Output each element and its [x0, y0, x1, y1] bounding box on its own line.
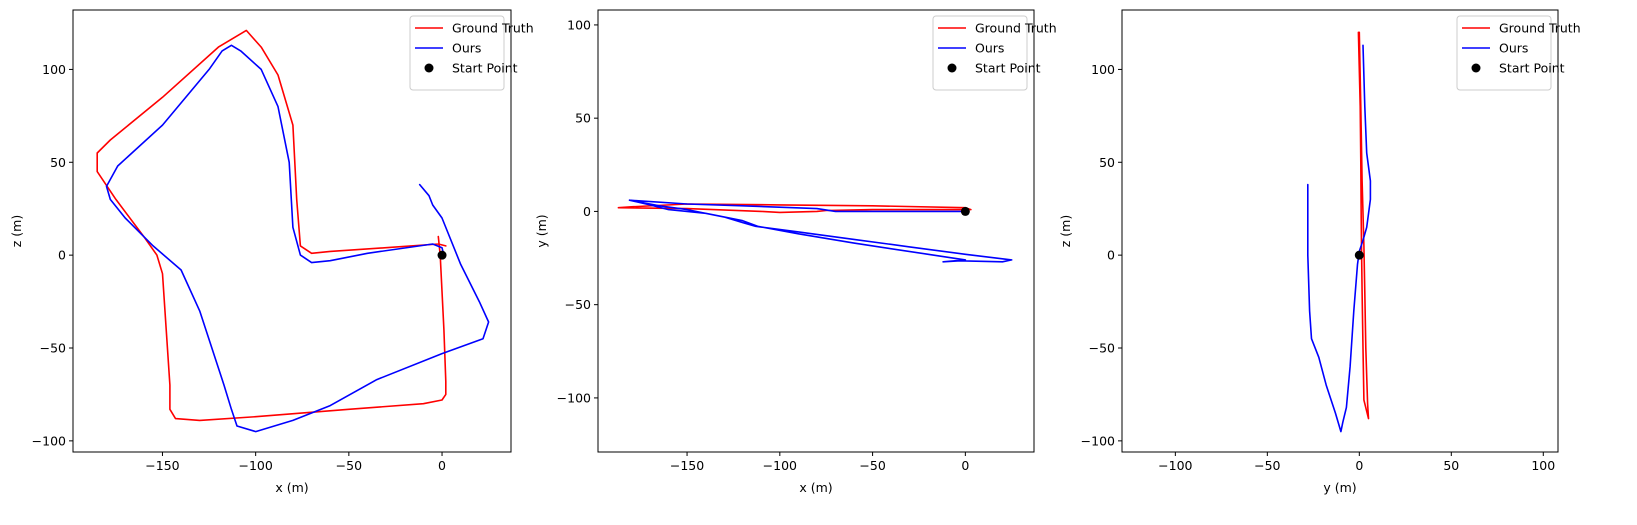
- axes-frame: [72, 9, 512, 453]
- chart-panel-1: −150 −100 −50 0 −100 −50 0 50 100 x (m) z (m) Groun…: [9, 9, 534, 495]
- x-tick-label: −50: [859, 458, 885, 473]
- x-tick-label: −50: [1254, 458, 1280, 473]
- x-tick-label: −100: [1158, 458, 1192, 473]
- axes-frame: [1121, 9, 1559, 453]
- legend-marker: [424, 63, 434, 73]
- legend-label: Start Point: [975, 61, 1041, 76]
- y-tick-label: 0: [1107, 248, 1115, 263]
- legend-box: [932, 15, 1028, 91]
- start-point-marker: [960, 206, 970, 216]
- series-line-ground-truth: [96, 29, 447, 422]
- series-line-ground-truth: [617, 203, 972, 214]
- y-axis-label: y (m): [534, 214, 549, 247]
- legend-box: [1456, 15, 1552, 91]
- x-tick-label: 0: [1355, 458, 1363, 473]
- series-line-ours: [1307, 44, 1372, 433]
- x-tick-label: 100: [1531, 458, 1555, 473]
- y-tick-label: 100: [1091, 62, 1115, 77]
- axes-frame: [597, 9, 1035, 453]
- legend-label: Ground Truth: [975, 21, 1057, 36]
- y-tick-label: −100: [1081, 433, 1115, 448]
- series-line-ours: [105, 44, 490, 433]
- x-tick-label: −100: [763, 458, 797, 473]
- legend-label: Start Point: [452, 61, 518, 76]
- x-tick-label: −50: [336, 458, 362, 473]
- chart-panel-2: −150 −100 −50 0 −100 −50 0 50 100 x (m) y (m) Groun…: [534, 9, 1057, 495]
- legend: Ground Truth Ours Start Point: [932, 15, 1057, 91]
- y-axis-label: z (m): [9, 215, 24, 247]
- legend: Ground Truth Ours Start Point: [409, 15, 534, 91]
- x-axis-label: y (m): [1323, 480, 1356, 495]
- x-tick-label: −150: [145, 458, 179, 473]
- x-tick-label: 50: [1443, 458, 1459, 473]
- y-tick-label: −100: [557, 390, 591, 405]
- start-point-marker: [437, 250, 447, 260]
- y-axis-label: z (m): [1058, 215, 1073, 247]
- legend-label: Ours: [452, 41, 481, 56]
- legend-marker: [1471, 63, 1481, 73]
- y-tick-label: 100: [42, 62, 66, 77]
- legend: Ground Truth Ours Start Point: [1456, 15, 1581, 91]
- legend-label: Ground Truth: [1499, 21, 1581, 36]
- legend-label: Start Point: [1499, 61, 1565, 76]
- y-tick-label: 0: [58, 248, 66, 263]
- y-tick-label: −50: [40, 341, 66, 356]
- y-tick-label: 50: [1099, 155, 1115, 170]
- x-tick-label: 0: [961, 458, 969, 473]
- chart-panel-3: −100 −50 0 50 100 −100 −50 0 50 100 y (m) z (m) Grou…: [1058, 9, 1581, 495]
- legend-label: Ours: [1499, 41, 1528, 56]
- y-tick-label: −100: [32, 433, 66, 448]
- legend-label: Ground Truth: [452, 21, 534, 36]
- x-axis-label: x (m): [799, 480, 832, 495]
- start-point-marker: [1354, 250, 1364, 260]
- x-tick-label: −150: [670, 458, 704, 473]
- y-tick-label: 0: [583, 204, 591, 219]
- legend-marker: [947, 63, 957, 73]
- y-tick-label: 100: [567, 17, 591, 32]
- x-axis-label: x (m): [275, 480, 308, 495]
- x-tick-label: −100: [238, 458, 272, 473]
- legend-box: [409, 15, 505, 91]
- y-tick-label: 50: [50, 155, 66, 170]
- y-tick-label: −50: [1089, 341, 1115, 356]
- y-tick-label: 50: [575, 111, 591, 126]
- legend-label: Ours: [975, 41, 1004, 56]
- series-line-ground-truth: [1357, 31, 1370, 420]
- x-tick-label: 0: [438, 458, 446, 473]
- series-line-ours: [628, 199, 1013, 263]
- y-tick-label: −50: [565, 297, 591, 312]
